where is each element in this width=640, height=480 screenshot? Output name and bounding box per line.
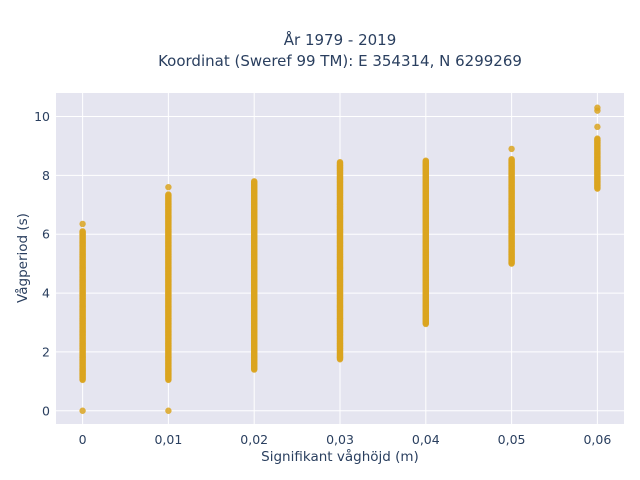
x-tick-label: 0,03: [326, 432, 354, 447]
x-tick-label: 0,02: [240, 432, 268, 447]
data-point: [422, 157, 430, 164]
data-point: [508, 145, 515, 153]
x-axis-title: Signifikant våghöjd (m): [261, 448, 419, 465]
chart-title-line-1: År 1979 - 2019: [284, 30, 397, 49]
chart-title-line-2: Koordinat (Sweref 99 TM): E 354314, N 62…: [158, 52, 522, 70]
data-point: [508, 156, 515, 163]
data-point: [336, 158, 344, 166]
y-tick-label: 2: [42, 344, 50, 359]
x-tick-label: 0: [79, 432, 87, 447]
data-point: [250, 178, 258, 185]
y-tick-label: 6: [42, 227, 50, 242]
data-point: [165, 191, 172, 198]
y-tick-label: 0: [42, 403, 50, 418]
y-tick-label: 8: [42, 168, 50, 183]
data-point: [79, 220, 86, 228]
x-axis-ticks: 0 0,01 0,02 0,03 0,04 0,05 0,06: [79, 432, 612, 447]
data-point: [594, 123, 601, 131]
data-point: [165, 407, 172, 414]
data-point: [79, 407, 86, 414]
data-point: [594, 104, 601, 111]
x-tick-label: 0,05: [498, 432, 526, 447]
data-point: [79, 228, 86, 235]
x-tick-label: 0,01: [154, 432, 182, 447]
data-point: [594, 135, 601, 142]
data-point: [165, 183, 172, 191]
y-tick-label: 10: [34, 109, 50, 124]
x-tick-label: 0,04: [412, 432, 440, 447]
y-tick-label: 4: [42, 286, 50, 301]
y-axis-ticks: 0 2 4 6 8 10: [34, 109, 50, 418]
data-points: [79, 104, 601, 414]
y-axis-title: Vågperiod (s): [14, 213, 31, 303]
x-tick-label: 0,06: [583, 432, 611, 447]
